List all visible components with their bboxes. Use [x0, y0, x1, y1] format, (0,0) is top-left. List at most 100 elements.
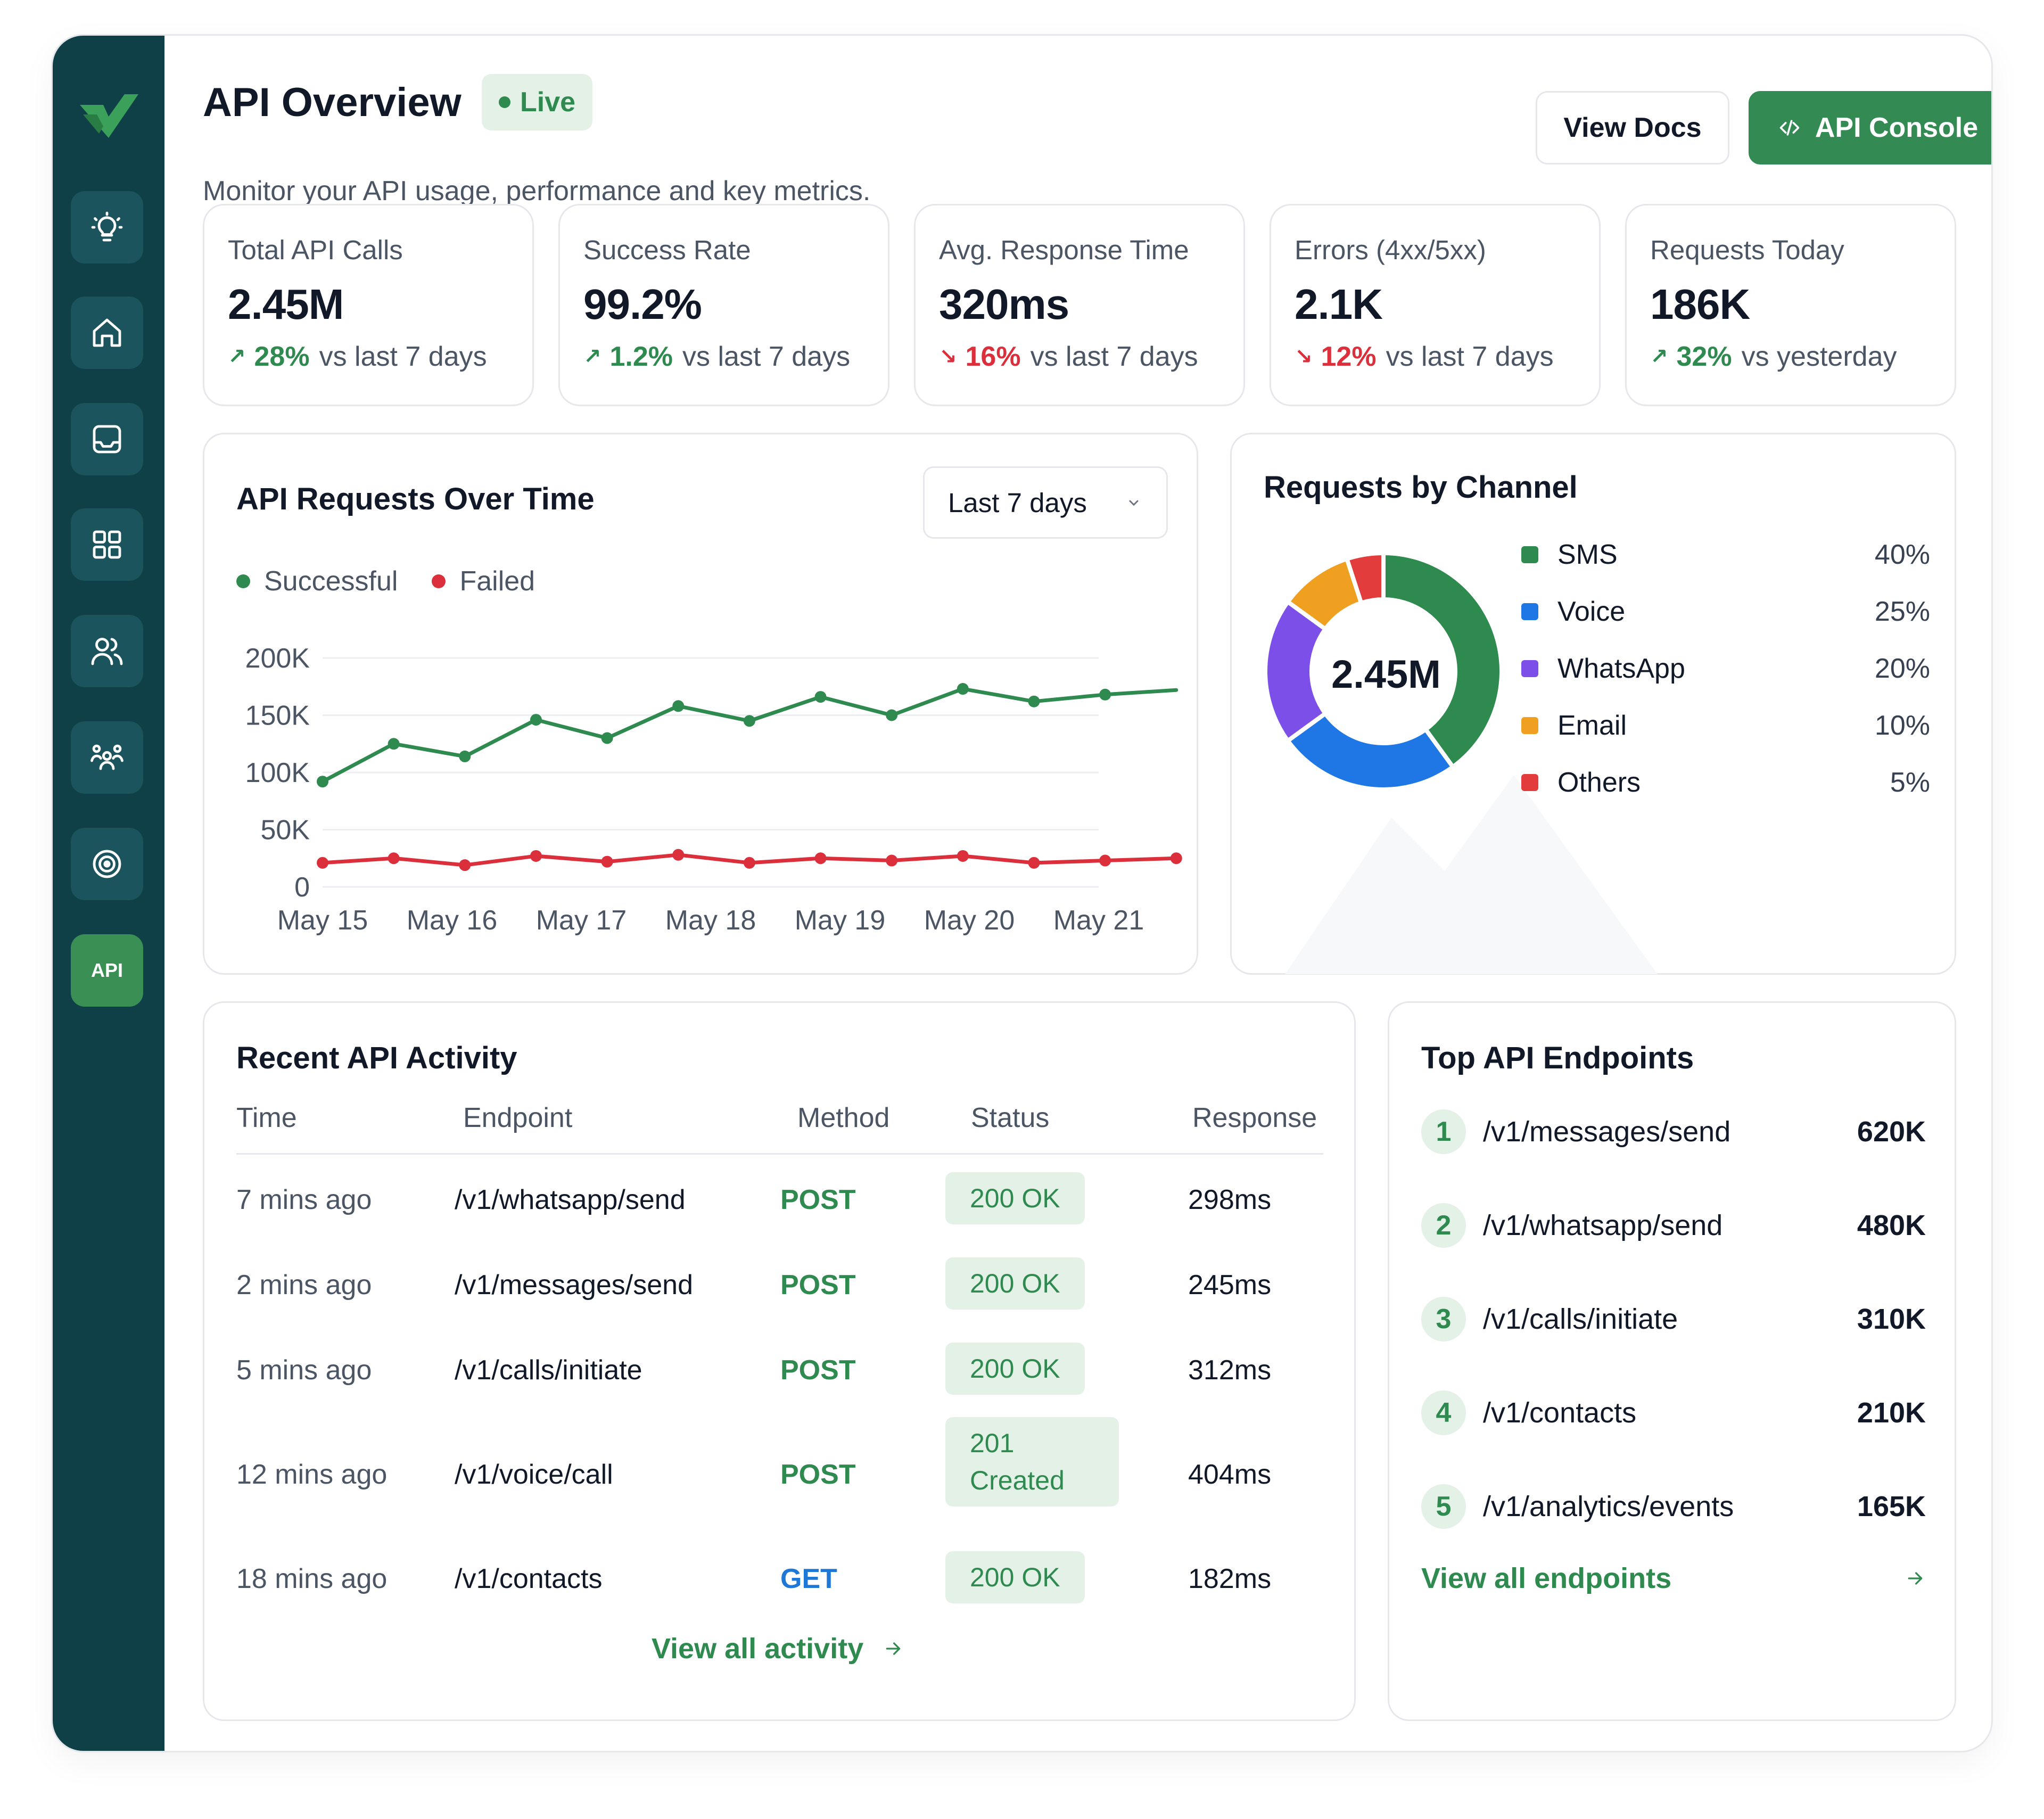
table-header-divider [236, 1153, 1323, 1155]
data-point-failed [1028, 857, 1040, 869]
trend-down-icon: ↘ [1295, 345, 1313, 368]
sidebar-item-api[interactable]: API [71, 934, 143, 1007]
kpi-value: 99.2% [583, 281, 702, 328]
api-console-label: API Console [1815, 112, 1979, 143]
kpi-period: vs yesterday [1741, 341, 1897, 372]
channel-chart-title: Requests by Channel [1264, 470, 1578, 505]
view-all-endpoints-label: View all endpoints [1421, 1562, 1672, 1594]
sidebar-item-goals[interactable] [71, 828, 143, 900]
y-tick-label: 100K [245, 758, 310, 788]
row-endpoint: /v1/voice/call [455, 1459, 613, 1490]
row-response: 182ms [1188, 1563, 1272, 1594]
donut-slice-others[interactable] [1344, 550, 1386, 606]
endpoint-item[interactable]: 4 /v1/contacts 210K [1421, 1390, 1926, 1435]
row-method: POST [780, 1270, 856, 1301]
inbox-icon [93, 425, 121, 454]
kpi-card-success-rate: Success Rate 99.2% ↗ 1.2% vs last 7 days [558, 204, 889, 406]
sidebar-item-contacts[interactable] [71, 615, 143, 687]
others-swatch [1521, 774, 1538, 791]
chevron-down-icon [1129, 500, 1139, 506]
donut-slice-whatsapp[interactable] [1263, 598, 1329, 744]
trend-up-icon: ↗ [1650, 345, 1668, 368]
top-endpoints-card: Top API Endpoints 1 /v1/messages/send 62… [1388, 1001, 1956, 1721]
arrow-right-icon [886, 1642, 901, 1655]
sidebar-item-apps[interactable] [71, 508, 143, 581]
endpoint-count: 480K [1857, 1209, 1926, 1241]
data-point-failed [388, 852, 400, 865]
sms-swatch [1521, 546, 1538, 563]
channel-row-others: Others 5% [1521, 767, 1930, 799]
status-badge: 200 OK [945, 1257, 1085, 1310]
donut-slice-voice[interactable] [1284, 710, 1456, 792]
data-point-failed [459, 859, 471, 871]
data-point-successful [317, 776, 328, 788]
endpoint-item[interactable]: 5 /v1/analytics/events 165K [1421, 1484, 1926, 1529]
row-time: 18 mins ago [236, 1563, 388, 1594]
column-header-response: Response [1192, 1102, 1317, 1133]
status-badge: 201 Created [945, 1417, 1119, 1507]
row-time: 7 mins ago [236, 1184, 372, 1215]
api-console-button[interactable]: API Console [1749, 91, 1991, 164]
x-tick-label: May 17 [536, 905, 627, 936]
requests-chart-title: API Requests Over Time [236, 482, 595, 516]
status-badge-line1: 201 [970, 1428, 1015, 1458]
kpi-trend: ↗ 32% vs yesterday [1650, 341, 1897, 373]
sidebar-item-insights[interactable] [71, 191, 143, 264]
y-tick-label: 200K [245, 643, 310, 674]
whatsapp-swatch [1521, 660, 1538, 677]
trend-down-icon: ↘ [939, 345, 957, 368]
kpi-change: 28% [254, 341, 310, 372]
channel-name: Email [1557, 710, 1627, 741]
sidebar-item-home[interactable] [71, 297, 143, 369]
donut-slice-sms[interactable] [1381, 550, 1504, 770]
data-point-failed [1170, 852, 1182, 865]
main-content: API Overview Live Monitor your API usage… [164, 36, 1991, 1751]
page-subtitle: Monitor your API usage, performance and … [203, 176, 871, 207]
kpi-trend: ↗ 1.2% vs last 7 days [583, 341, 850, 373]
endpoint-item[interactable]: 1 /v1/messages/send 620K [1421, 1109, 1926, 1154]
sidebar-item-inbox[interactable] [71, 403, 143, 475]
row-time: 5 mins ago [236, 1355, 372, 1386]
legend-successful-swatch [236, 574, 250, 588]
row-time: 2 mins ago [236, 1270, 372, 1301]
legend-failed[interactable]: Failed [432, 565, 535, 597]
row-endpoint: /v1/whatsapp/send [455, 1184, 686, 1215]
kpi-period: vs last 7 days [682, 341, 851, 372]
endpoint-item[interactable]: 2 /v1/whatsapp/send 480K [1421, 1203, 1926, 1248]
channel-name: Voice [1557, 596, 1626, 627]
view-all-endpoints-link[interactable]: View all endpoints [1421, 1562, 1926, 1595]
chart-legend: Successful Failed [236, 565, 535, 597]
arrow-right-icon [1908, 1572, 1923, 1585]
view-all-activity-link[interactable]: View all activity [652, 1632, 904, 1665]
team-icon [90, 744, 123, 770]
grid-icon [93, 530, 121, 559]
channel-name: WhatsApp [1557, 653, 1685, 684]
endpoint-path: /v1/contacts [1483, 1397, 1637, 1429]
data-point-successful [814, 691, 827, 703]
row-response: 312ms [1188, 1355, 1272, 1386]
data-point-successful [1028, 695, 1040, 707]
lightbulb-icon [91, 211, 123, 242]
legend-successful[interactable]: Successful [236, 565, 398, 597]
kpi-card-requests-today: Requests Today 186K ↗ 32% vs yesterday [1625, 204, 1956, 406]
kpi-label: Total API Calls [228, 235, 403, 265]
data-point-failed [957, 850, 969, 862]
data-point-failed [814, 852, 827, 865]
endpoint-item[interactable]: 3 /v1/calls/initiate 310K [1421, 1297, 1926, 1341]
sidebar-item-team[interactable] [71, 721, 143, 794]
data-point-failed [672, 849, 685, 861]
app-window: API API Overview Live Monitor your API u… [51, 34, 1993, 1752]
endpoint-path: /v1/calls/initiate [1483, 1303, 1678, 1335]
view-docs-button[interactable]: View Docs [1536, 91, 1729, 164]
status-badge-line2: Created [970, 1466, 1065, 1495]
app-logo[interactable] [76, 89, 142, 153]
kpi-card-response-time: Avg. Response Time 320ms ↘ 16% vs last 7… [914, 204, 1245, 406]
endpoint-rank: 4 [1421, 1390, 1466, 1435]
kpi-period: vs last 7 days [1386, 341, 1554, 372]
range-dropdown[interactable]: Last 7 days [923, 466, 1168, 539]
kpi-value: 320ms [939, 281, 1069, 328]
channel-name: SMS [1557, 539, 1618, 570]
x-tick-label: May 21 [1053, 905, 1144, 936]
row-method: GET [780, 1563, 837, 1594]
range-dropdown-label: Last 7 days [948, 487, 1087, 518]
